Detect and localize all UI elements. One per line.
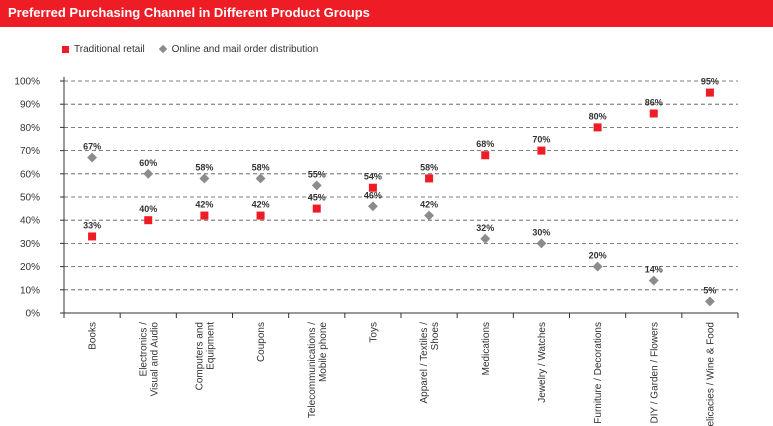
- online-distribution-point: [704, 296, 715, 307]
- data-label: 58%: [420, 162, 438, 172]
- data-label: 67%: [83, 142, 101, 152]
- traditional-retail-point: [200, 211, 209, 220]
- traditional-retail-point: [256, 211, 265, 220]
- online-distribution-point: [87, 152, 98, 163]
- online-distribution-point: [367, 201, 378, 212]
- traditional-retail-point: [649, 109, 658, 118]
- legend-item-online: Online and mail order distribution: [158, 44, 319, 55]
- data-label: 30%: [532, 227, 550, 237]
- traditional-retail-point: [144, 216, 153, 225]
- data-label: 68%: [476, 139, 494, 149]
- data-label: 14%: [645, 265, 663, 275]
- x-tick-label: Computers and: [194, 322, 205, 390]
- x-tick-label: Delicacies / Wine & Food: [705, 322, 716, 426]
- data-label: 60%: [139, 158, 157, 168]
- chart-title: Preferred Purchasing Channel in Differen…: [8, 5, 370, 20]
- traditional-retail-point: [537, 146, 546, 155]
- data-label: 46%: [364, 190, 382, 200]
- data-label: 70%: [532, 135, 550, 145]
- x-tick-label: Furniture / Decorations: [593, 322, 604, 424]
- data-label: 32%: [476, 223, 494, 233]
- online-distribution-point: [480, 233, 491, 244]
- traditional-retail-point: [481, 151, 490, 160]
- title-bar: Preferred Purchasing Channel in Differen…: [0, 0, 773, 27]
- data-label: 58%: [252, 162, 270, 172]
- traditional-retail-point: [425, 174, 434, 183]
- online-distribution-point: [199, 173, 210, 184]
- data-label: 20%: [589, 251, 607, 261]
- legend-label-traditional: Traditional retail: [74, 44, 145, 55]
- traditional-retail-point: [705, 88, 714, 97]
- traditional-retail-point: [312, 204, 321, 213]
- data-label: 42%: [420, 200, 438, 210]
- x-tick-label: Mobile phone: [318, 322, 329, 382]
- data-label: 40%: [139, 204, 157, 214]
- traditional-retail-point: [88, 232, 97, 241]
- y-tick-label: 0%: [26, 309, 41, 320]
- y-tick-label: 100%: [14, 77, 40, 88]
- online-distribution-point: [648, 275, 659, 286]
- data-label: 86%: [645, 97, 663, 107]
- x-tick-label: Books: [88, 322, 99, 350]
- data-label: 80%: [589, 111, 607, 121]
- y-tick-label: 50%: [20, 193, 40, 204]
- data-label: 95%: [701, 77, 719, 87]
- square-marker-icon: [62, 45, 69, 53]
- data-label: 5%: [703, 285, 716, 295]
- traditional-retail-point: [593, 123, 602, 132]
- x-tick-label: Coupons: [256, 322, 267, 362]
- online-distribution-point: [255, 173, 266, 184]
- y-tick-label: 40%: [20, 216, 40, 227]
- x-tick-label: Toys: [368, 322, 379, 343]
- data-label: 55%: [308, 169, 326, 179]
- data-label: 33%: [83, 220, 101, 230]
- legend-label-online: Online and mail order distribution: [171, 44, 319, 55]
- y-tick-label: 20%: [20, 262, 40, 273]
- x-tick-label: Electronics /: [138, 322, 149, 377]
- x-tick-label: Equipment: [205, 322, 216, 370]
- traditional-retail-point: [368, 183, 377, 192]
- legend-item-traditional: Traditional retail: [62, 44, 145, 55]
- data-label: 42%: [195, 200, 213, 210]
- x-tick-label: Visual and Audio: [149, 322, 160, 397]
- online-distribution-point: [424, 210, 435, 221]
- y-tick-label: 80%: [20, 123, 40, 134]
- y-tick-label: 30%: [20, 239, 40, 250]
- data-label: 54%: [364, 172, 382, 182]
- data-label: 45%: [308, 193, 326, 203]
- y-tick-label: 90%: [20, 100, 40, 111]
- legend: Traditional retail Online and mail order…: [62, 44, 328, 55]
- y-tick-label: 10%: [20, 285, 40, 296]
- data-label: 42%: [252, 200, 270, 210]
- x-tick-label: DIY / Garden / Flowers: [649, 322, 660, 424]
- x-tick-label: Jewelry / Watches: [537, 322, 548, 403]
- online-distribution-point: [536, 238, 547, 249]
- online-distribution-point: [143, 168, 154, 179]
- online-distribution-point: [311, 180, 322, 191]
- y-tick-label: 70%: [20, 146, 40, 157]
- y-tick-label: 60%: [20, 169, 40, 180]
- online-distribution-point: [592, 261, 603, 272]
- x-tick-label: Telecommunications /: [307, 322, 318, 418]
- data-label: 58%: [195, 162, 213, 172]
- x-tick-label: Shoes: [430, 322, 441, 350]
- x-tick-label: Medications: [481, 322, 492, 375]
- x-tick-label: Apparel / Textiles /: [419, 322, 430, 404]
